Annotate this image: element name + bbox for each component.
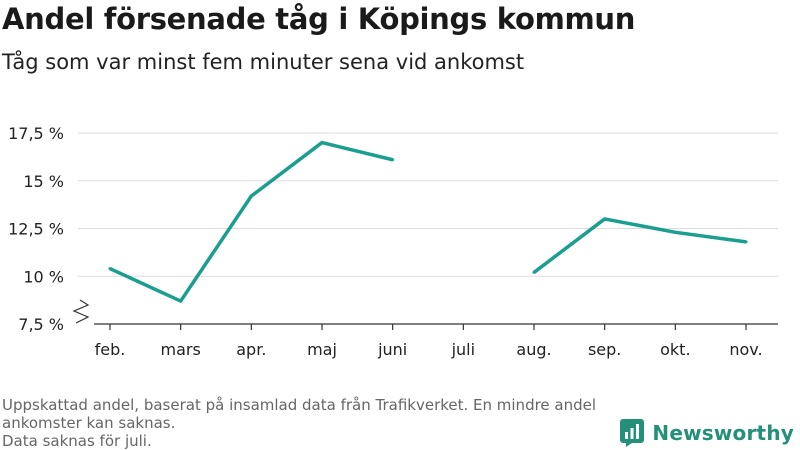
x-tick-label: apr.: [236, 340, 266, 359]
x-tick-label: juli: [451, 340, 475, 359]
footer-note: Uppskattad andel, baserat på insamlad da…: [2, 396, 597, 432]
y-tick-label: 7,5 %: [18, 315, 64, 334]
data-point: [249, 194, 253, 198]
data-point: [391, 158, 395, 162]
data-point: [532, 270, 536, 274]
x-tick-label: juni: [377, 340, 407, 359]
data-point: [320, 141, 324, 145]
footer-missing-note: Data saknas för juli.: [2, 432, 152, 450]
x-tick-label: mars: [161, 340, 201, 359]
brand-logo: Newsworthy: [620, 419, 794, 447]
x-tick-label: maj: [307, 340, 337, 359]
x-tick-label: feb.: [95, 340, 126, 359]
data-point: [108, 267, 112, 271]
data-point: [603, 217, 607, 221]
data-point: [179, 299, 183, 303]
y-tick-label: 17,5 %: [8, 124, 64, 143]
data-point: [673, 230, 677, 234]
y-tick-label: 15 %: [23, 172, 64, 191]
brand-name: Newsworthy: [652, 421, 794, 445]
chart-title: Andel försenade tåg i Köpings kommun: [2, 2, 636, 36]
x-tick-label: aug.: [516, 340, 551, 359]
footer-notes: Uppskattad andel, baserat på insamlad da…: [2, 396, 627, 450]
series-line-segment: [109, 140, 394, 303]
x-tick-label: nov.: [729, 340, 762, 359]
y-tick-label: 10 %: [23, 267, 64, 286]
chart-subtitle: Tåg som var minst fem minuter sena vid a…: [2, 50, 525, 74]
x-tick-label: okt.: [660, 340, 690, 359]
y-tick-label: 12,5 %: [8, 220, 64, 239]
series-line-segment: [532, 217, 747, 274]
data-point: [744, 240, 748, 244]
newsworthy-logo-icon: [620, 419, 645, 447]
x-tick-label: sep.: [588, 340, 621, 359]
axis-break-icon: [72, 299, 90, 324]
